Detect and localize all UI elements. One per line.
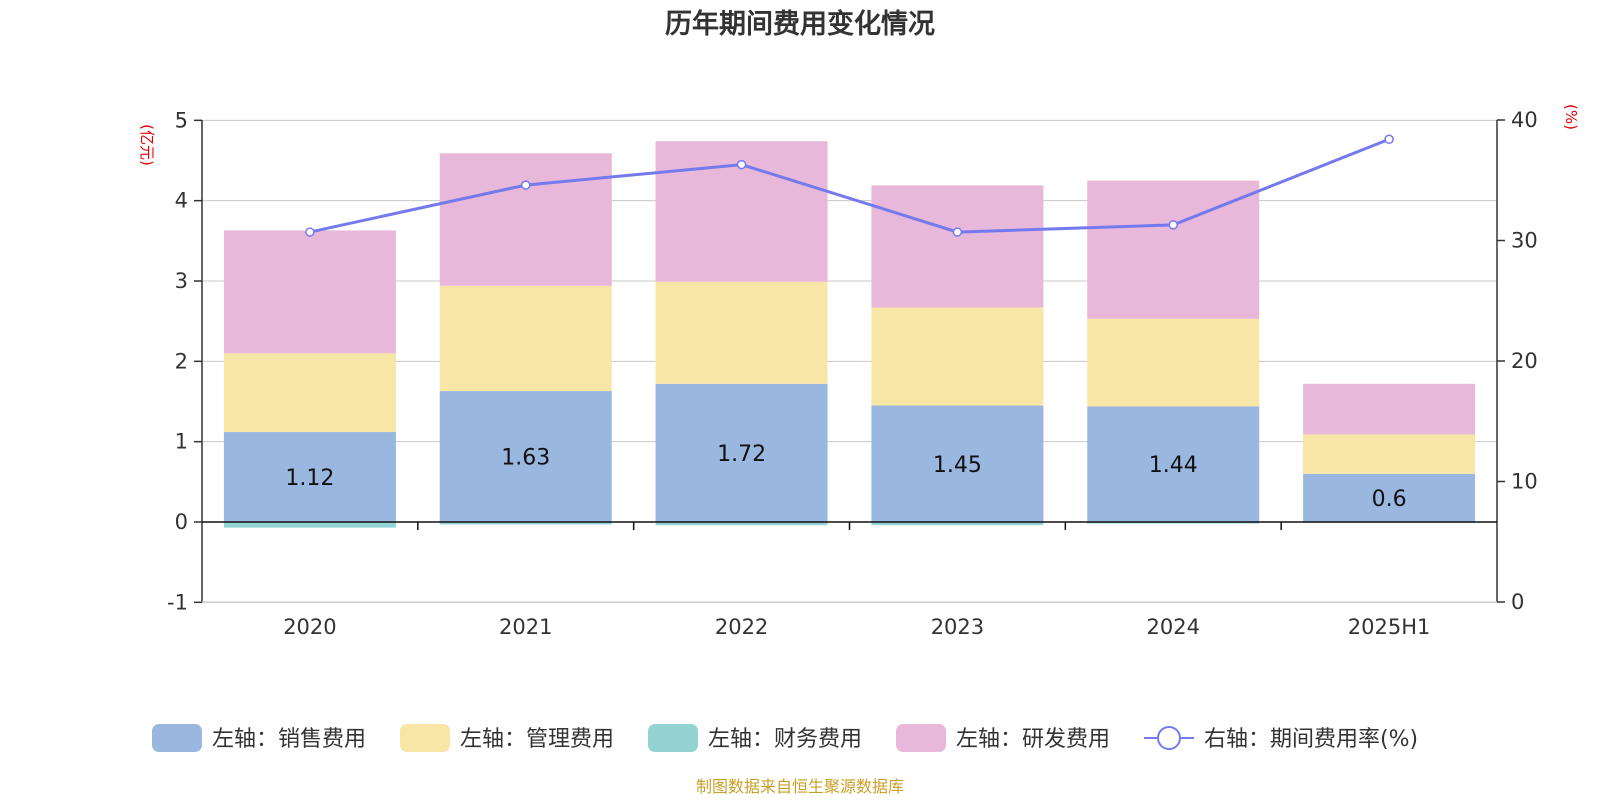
- bar-data-label: 1.45: [933, 453, 982, 478]
- bar-data-label: 0.6: [1372, 487, 1407, 512]
- rate-line-point: [1384, 134, 1394, 145]
- bar-segment: [1303, 383, 1476, 435]
- legend: 左轴：销售费用 左轴：管理费用 左轴：财务费用 左轴：研发费用 右轴：期间费用率(%): [152, 724, 1418, 752]
- left-axis-tick-label: -1: [167, 590, 188, 614]
- bar-segment: [871, 307, 1044, 406]
- bar-segment: [439, 522, 612, 525]
- legend-label: 左轴：销售费用: [212, 727, 366, 752]
- x-axis-tick-label: 2024: [1147, 615, 1200, 639]
- bar-series-group: [223, 141, 1476, 528]
- legend-swatch: [400, 724, 450, 752]
- legend-swatch: [648, 724, 698, 752]
- bar-segment: [1303, 473, 1476, 522]
- left-axis-tick-label: 4: [175, 189, 188, 213]
- bar-segment: [439, 391, 612, 522]
- bar-segment: [439, 153, 612, 286]
- legend-label: 左轴：财务费用: [708, 727, 862, 752]
- bar-segment: [223, 230, 396, 354]
- bar-data-label: 1.44: [1149, 453, 1198, 478]
- legend-swatch: [896, 724, 946, 752]
- x-axis-tick-label: 2023: [931, 615, 984, 639]
- legend-label: 右轴：期间费用率(%): [1204, 727, 1418, 752]
- chart-title: 历年期间费用变化情况: [665, 8, 935, 40]
- left-axis-tick-label: 3: [175, 269, 188, 293]
- bar-segment: [655, 383, 828, 522]
- bar-segment: [871, 185, 1044, 308]
- right-axis-tick-label: 40: [1511, 108, 1538, 132]
- rate-line-point: [952, 227, 963, 237]
- right-axis-tick-label: 30: [1511, 229, 1538, 253]
- bar-segment: [1303, 434, 1476, 474]
- rate-line-point: [305, 227, 315, 237]
- right-axis-unit: (%): [1562, 104, 1580, 130]
- rate-line: [309, 137, 1390, 234]
- x-axis-tick-label: 2025H1: [1348, 615, 1431, 639]
- bar-segment: [1087, 406, 1260, 522]
- rate-line-point: [521, 180, 531, 190]
- right-axis-tick-label: 0: [1511, 590, 1524, 614]
- bar-segment: [1087, 318, 1260, 407]
- axes: -1 0 1 2 3 4 5 0 10 20 30 40 2020 2021 2022 2023 2024 202…: [167, 108, 1538, 639]
- bar-segment: [871, 405, 1044, 522]
- left-axis-tick-label: 2: [175, 349, 188, 373]
- bar-segment: [439, 285, 612, 392]
- x-axis-tick-label: 2021: [499, 615, 552, 639]
- x-axis-tick-label: 2020: [283, 615, 336, 639]
- bar-segment: [871, 522, 1044, 526]
- data-labels: 1.12 1.63 1.72 1.45 1.44 0.6: [285, 442, 1406, 512]
- legend-label: 左轴：管理费用: [460, 727, 614, 752]
- bar-segment: [655, 281, 828, 384]
- right-axis-tick-label: 10: [1511, 470, 1538, 494]
- left-axis-tick-label: 0: [175, 510, 188, 534]
- legend-line-marker: [1157, 726, 1181, 750]
- left-axis-tick-label: 5: [175, 108, 188, 132]
- right-axis-tick-label: 20: [1511, 349, 1538, 373]
- legend-label: 左轴：研发费用: [956, 727, 1110, 752]
- legend-swatch: [152, 724, 202, 752]
- bar-segment: [1087, 522, 1260, 524]
- rate-line-point: [736, 159, 747, 170]
- rate-line-point: [1168, 220, 1178, 230]
- line-series-group: [305, 134, 1394, 237]
- bar-data-label: 1.63: [501, 446, 550, 471]
- grid-lines: [202, 119, 1497, 603]
- bar-segment: [223, 522, 396, 528]
- bar-data-label: 1.12: [285, 466, 334, 491]
- bar-segment: [223, 432, 396, 522]
- bar-segment: [655, 522, 828, 526]
- bar-data-label: 1.72: [717, 442, 766, 467]
- bar-segment: [223, 353, 396, 433]
- left-axis-unit: (亿元): [138, 124, 156, 166]
- x-axis-tick-label: 2022: [715, 615, 768, 639]
- source-note: 制图数据来自恒生聚源数据库: [696, 777, 904, 796]
- left-axis-tick-label: 1: [175, 430, 188, 454]
